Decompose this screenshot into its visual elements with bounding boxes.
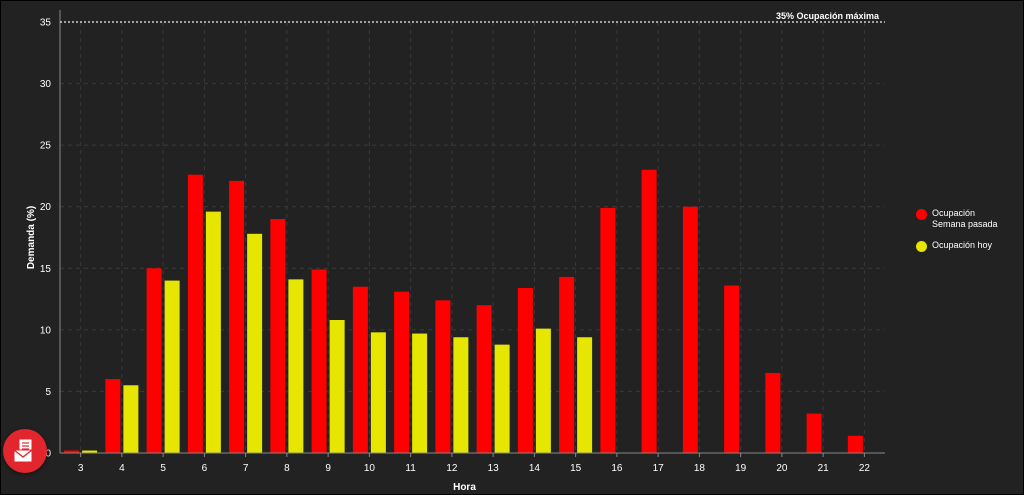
x-tick-label: 17 — [653, 463, 665, 474]
bar-hoy[interactable] — [370, 332, 386, 453]
threshold: 35% Ocupación máxima — [60, 11, 885, 23]
bar-hoy[interactable] — [164, 280, 180, 453]
legend: Ocupación Semana pasada Ocupación hoy — [916, 208, 1016, 262]
bar-semana-pasada[interactable] — [394, 291, 410, 453]
y-tick-label: 10 — [40, 325, 52, 336]
legend-swatch-hoy — [916, 241, 927, 252]
bar-semana-pasada[interactable] — [270, 219, 286, 453]
bar-hoy[interactable] — [453, 337, 469, 453]
threshold-label: 35% Ocupación máxima — [776, 11, 880, 21]
bar-hoy[interactable] — [329, 320, 345, 453]
legend-swatch-semana-pasada — [916, 209, 927, 220]
y-tick-label: 20 — [40, 202, 52, 213]
x-tick-label: 14 — [529, 463, 541, 474]
mail-document-icon — [13, 438, 33, 463]
bar-semana-pasada[interactable] — [600, 207, 616, 453]
mail-document-button[interactable] — [3, 429, 47, 473]
x-axis-title: Hora — [453, 482, 476, 493]
x-tick-label: 12 — [446, 463, 458, 474]
x-tick-label: 3 — [78, 463, 84, 474]
bar-semana-pasada[interactable] — [105, 379, 121, 453]
y-tick-label: 35 — [40, 18, 52, 29]
bar-semana-pasada[interactable] — [146, 268, 162, 453]
y-tick-label: 0 — [45, 449, 51, 460]
x-tick-label: 8 — [284, 463, 290, 474]
bar-semana-pasada[interactable] — [517, 287, 533, 453]
axes: 0 5 10 15 20 25 30 35 3 4 5 6 7 8 9 10 11 12 13 14 15 16 17 18 1… — [40, 10, 885, 474]
grid-lines — [60, 22, 885, 454]
bar-semana-pasada[interactable] — [229, 180, 245, 453]
bar-semana-pasada[interactable] — [806, 413, 822, 453]
x-tick-label: 9 — [325, 463, 331, 474]
x-tick-label: 13 — [488, 463, 500, 474]
x-tick-label: 4 — [119, 463, 125, 474]
bar-hoy[interactable] — [494, 344, 510, 453]
x-tick-label: 15 — [570, 463, 582, 474]
y-axis-title: Demanda (%) — [26, 206, 37, 269]
bar-semana-pasada[interactable] — [187, 174, 203, 453]
legend-label-hoy: Ocupación hoy — [932, 240, 993, 250]
bar-semana-pasada[interactable] — [311, 269, 327, 453]
x-tick-label: 11 — [405, 463, 416, 474]
y-tick-label: 25 — [40, 141, 52, 152]
x-tick-label: 6 — [202, 463, 208, 474]
bar-semana-pasada[interactable] — [641, 169, 657, 453]
x-tick-label: 21 — [818, 463, 830, 474]
x-tick-label: 22 — [859, 463, 871, 474]
x-tick-label: 20 — [776, 463, 788, 474]
bar-hoy[interactable] — [82, 450, 98, 453]
bar-hoy[interactable] — [123, 385, 139, 453]
bar-hoy[interactable] — [412, 333, 428, 453]
bar-semana-pasada[interactable] — [682, 206, 698, 453]
bar-hoy[interactable] — [247, 233, 263, 453]
bar-semana-pasada[interactable] — [847, 435, 863, 453]
bar-hoy[interactable] — [577, 337, 593, 453]
bar-semana-pasada[interactable] — [352, 286, 368, 453]
bar-semana-pasada[interactable] — [64, 450, 80, 453]
x-tick-label: 5 — [160, 463, 166, 474]
bar-hoy[interactable] — [535, 328, 551, 453]
y-tick-label: 5 — [45, 387, 51, 398]
bar-semana-pasada[interactable] — [476, 305, 492, 453]
bar-hoy[interactable] — [288, 279, 304, 453]
x-tick-label: 18 — [694, 463, 706, 474]
legend-item-hoy[interactable]: Ocupación hoy — [916, 240, 1016, 252]
bars — [64, 169, 863, 453]
legend-label-semana-pasada: Ocupación Semana pasada — [932, 208, 998, 229]
x-tick-label: 7 — [243, 463, 249, 474]
x-tick-label: 16 — [611, 463, 623, 474]
y-tick-label: 30 — [40, 79, 52, 90]
legend-item-semana-pasada[interactable]: Ocupación Semana pasada — [916, 208, 1016, 230]
x-tick-label: 10 — [364, 463, 376, 474]
bar-semana-pasada[interactable] — [765, 372, 781, 453]
bar-semana-pasada[interactable] — [724, 285, 740, 453]
bar-semana-pasada[interactable] — [435, 300, 451, 453]
y-tick-label: 15 — [40, 264, 52, 275]
bar-semana-pasada[interactable] — [559, 276, 575, 453]
x-tick-label: 19 — [735, 463, 747, 474]
bar-hoy[interactable] — [205, 211, 221, 453]
